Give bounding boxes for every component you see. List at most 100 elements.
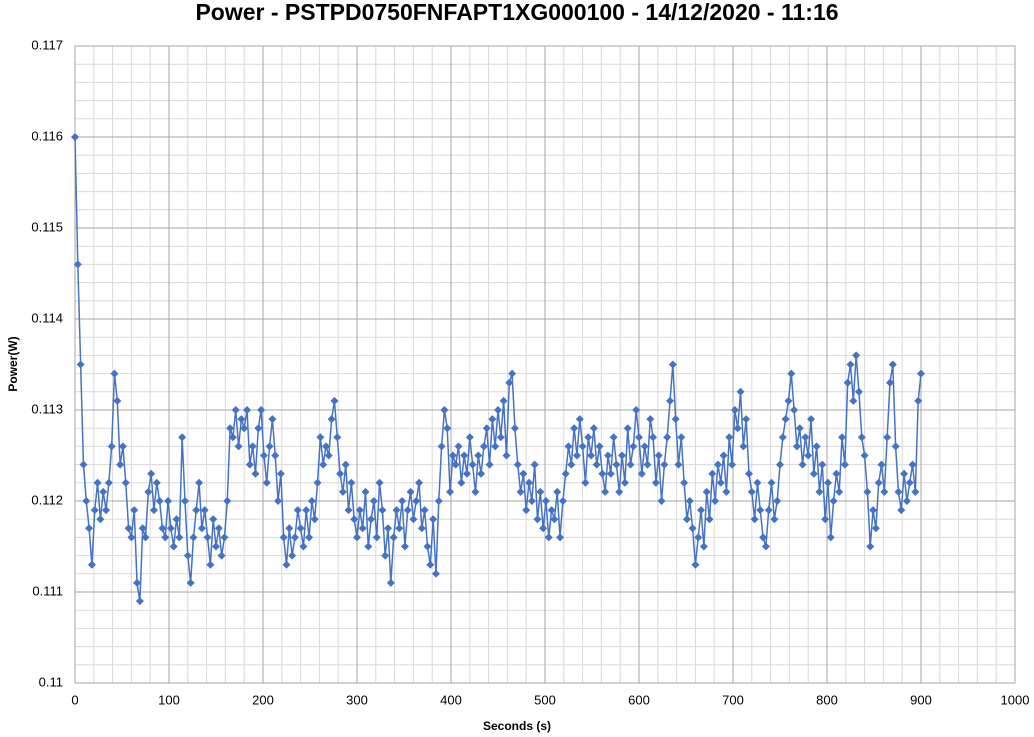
data-point [392,506,401,515]
data-point [175,533,184,542]
data-point [550,515,559,524]
data-point [821,515,830,524]
data-point [367,515,376,524]
data-point [465,433,474,442]
data-point [279,533,288,542]
data-point [361,487,370,496]
data-point [601,487,610,496]
data-point [606,469,615,478]
data-point [409,515,418,524]
data-point [192,506,201,515]
data-point [93,478,102,487]
data-point [649,433,658,442]
data-point [632,406,641,414]
data-point [818,460,827,469]
data-point [375,478,384,487]
data-point [400,542,409,551]
data-point [288,551,297,560]
data-point [553,487,562,496]
data-point [832,469,841,478]
x-tick-label: 700 [722,692,744,707]
data-point [223,497,232,505]
data-point [626,460,635,469]
x-tick-label: 300 [346,692,368,707]
data-point [809,469,818,478]
data-point [584,433,593,442]
data-point [431,569,440,578]
data-point [708,469,717,478]
data-point [234,442,243,451]
data-point [386,578,395,587]
data-point [369,497,378,505]
data-point [651,478,660,487]
data-point [372,533,381,542]
data-point [415,478,424,487]
data-point [319,460,328,469]
data-point [857,433,866,442]
data-point [353,533,361,542]
data-point [513,460,522,469]
data-point [869,506,878,515]
data-point [203,533,212,542]
data-point [516,487,525,496]
data-point [316,433,325,442]
data-point [313,478,322,487]
data-point [595,442,604,451]
data-point [719,451,728,460]
data-point [214,524,223,533]
data-point [164,497,173,505]
data-point [265,442,274,451]
data-point [620,478,629,487]
data-point [378,506,387,515]
data-point [544,533,553,542]
data-point [437,442,446,451]
data-point [587,451,596,460]
x-tick-label: 200 [252,692,274,707]
data-point [525,478,534,487]
data-point [902,497,911,505]
data-point [116,460,125,469]
data-point [138,524,147,533]
data-point [567,460,576,469]
data-point [113,396,122,405]
data-point [107,442,116,451]
data-point [900,469,909,478]
data-point [770,515,779,524]
data-point [237,415,246,424]
x-tick-label: 600 [628,692,650,707]
data-point [259,451,268,460]
data-point [87,560,96,569]
y-tick-label: 0.11 [39,674,63,689]
data-point [883,433,892,442]
x-tick-label: 100 [158,692,180,707]
data-point [488,415,497,424]
y-tick-label: 0.111 [32,583,63,598]
data-point [730,406,739,414]
data-point [440,406,449,414]
data-point [71,133,79,141]
data-point [860,451,869,460]
data-point [609,433,618,442]
y-tick-label: 0.114 [31,310,63,325]
data-point [130,506,139,515]
data-point [257,406,266,414]
data-point [152,478,161,487]
data-point [829,497,838,505]
data-point [482,424,491,433]
data-point [477,469,486,478]
data-point [536,487,545,496]
data-point [189,533,198,542]
data-point [133,578,142,587]
data-point [121,478,130,487]
data-point [674,460,683,469]
data-point [823,478,832,487]
data-point [871,524,880,533]
data-point [885,378,894,387]
x-axis-label: Seconds (s) [483,719,551,733]
data-point [197,524,206,533]
data-point [358,524,367,533]
data-point [76,360,85,369]
data-point [914,396,923,405]
data-point [417,524,426,533]
data-point [666,396,675,405]
